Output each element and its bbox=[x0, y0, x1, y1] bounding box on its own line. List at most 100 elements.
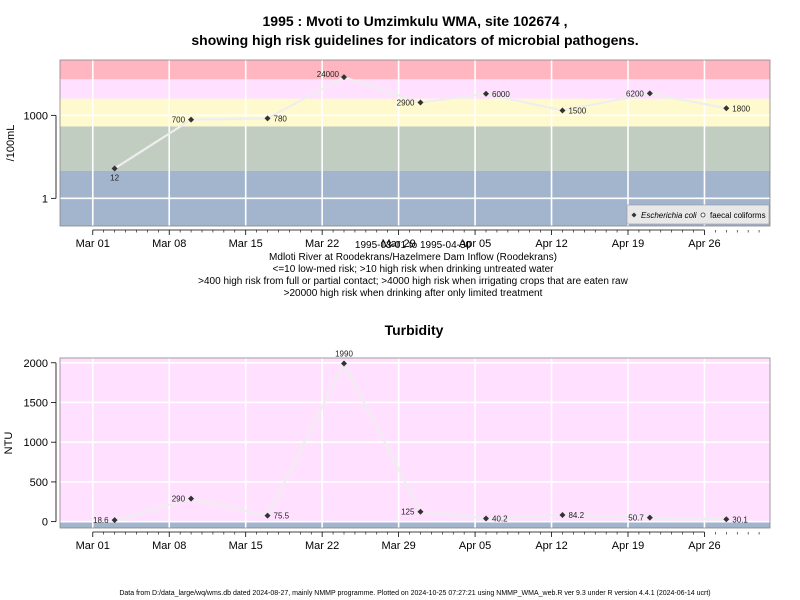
data-point bbox=[264, 512, 271, 519]
data-point bbox=[341, 74, 347, 81]
risk-band bbox=[60, 98, 770, 127]
x-tick-label: Apr 12 bbox=[535, 540, 567, 552]
x-tick-label: Mar 29 bbox=[381, 540, 415, 552]
legend: Escherichia coli faecal coliforms bbox=[626, 204, 770, 225]
data-label: 24000 bbox=[317, 70, 340, 79]
guideline-note-1: <=10 low-med risk; >10 high risk when dr… bbox=[273, 264, 555, 275]
x-tick-label: Mar 08 bbox=[152, 540, 186, 552]
data-label: 6200 bbox=[626, 89, 644, 98]
data-point bbox=[111, 517, 118, 524]
risk-band bbox=[60, 358, 770, 522]
x-tick-label: Apr 26 bbox=[688, 238, 720, 250]
footer-note: Data from D:/data_large/wq/wms.db dated … bbox=[119, 590, 710, 597]
risk-band bbox=[60, 521, 770, 528]
x-tick-label: Apr 05 bbox=[459, 238, 491, 250]
legend-entry-ecoli: Escherichia coli bbox=[641, 211, 697, 220]
grid-lines bbox=[60, 60, 770, 226]
y-axis-label: NTU bbox=[3, 432, 15, 455]
x-tick-label: Mar 15 bbox=[229, 238, 263, 250]
data-label: 1800 bbox=[732, 104, 750, 113]
risk-band bbox=[60, 60, 770, 80]
data-label: 6000 bbox=[492, 90, 510, 99]
y-tick-label: 2000 bbox=[24, 358, 48, 370]
data-point bbox=[111, 165, 118, 172]
data-label: 290 bbox=[172, 495, 186, 504]
data-label: 2900 bbox=[397, 99, 415, 108]
x-tick-label: Mar 01 bbox=[76, 238, 110, 250]
grid-lines bbox=[60, 358, 770, 528]
guideline-note-3: >20000 high risk when drinking after onl… bbox=[284, 288, 543, 299]
x-tick-label: Apr 26 bbox=[688, 540, 720, 552]
legend-entry-faecal: faecal coliforms bbox=[710, 211, 766, 220]
plot-frame bbox=[59, 59, 771, 227]
x-tick-label: Mar 22 bbox=[305, 540, 339, 552]
y-axis: 1 1000 bbox=[24, 110, 57, 205]
data-point bbox=[646, 90, 653, 97]
data-point bbox=[417, 508, 424, 515]
data-label: 700 bbox=[172, 116, 186, 125]
y-tick-label: 500 bbox=[30, 477, 48, 489]
data-label: 780 bbox=[274, 114, 288, 123]
chart-subtitle: showing high risk guidelines for indicat… bbox=[191, 32, 638, 48]
x-tick-label: Apr 19 bbox=[612, 238, 644, 250]
data-point bbox=[188, 116, 195, 123]
guideline-note-2: >400 high risk from full or partial cont… bbox=[198, 276, 628, 287]
data-label: 30.1 bbox=[732, 515, 748, 524]
data-label: 125 bbox=[401, 508, 415, 517]
x-tick-label: Apr 12 bbox=[535, 238, 567, 250]
y-tick-label: 1 bbox=[42, 193, 48, 205]
x-tick-label: Apr 19 bbox=[612, 540, 644, 552]
date-range-note: 1995-03-01 to 1995-04-30 bbox=[355, 240, 472, 251]
y-tick-label: 1000 bbox=[24, 437, 48, 449]
data-label: 1990 bbox=[335, 350, 353, 359]
y-axis: 0 500 1000 1500 2000 bbox=[24, 358, 57, 529]
x-axis: Mar 01 Mar 08 Mar 15 Mar 22 Mar 29 Apr 05 Apr … bbox=[76, 531, 760, 552]
risk-band bbox=[60, 126, 770, 171]
data-point bbox=[559, 107, 566, 114]
data-point bbox=[723, 516, 730, 523]
y-tick-label: 1500 bbox=[24, 397, 48, 409]
plot-frame bbox=[59, 357, 771, 529]
data-labels: 18.6 290 75.5 1990 125 40.2 84.2 50.7 30.1 bbox=[93, 350, 748, 526]
x-axis: Mar 01 Mar 08 Mar 15 Mar 22 Mar 29 Apr 05 Apr … bbox=[76, 229, 760, 250]
data-points bbox=[111, 360, 730, 524]
turbidity-bands bbox=[60, 358, 770, 528]
x-tick-label: Mar 22 bbox=[305, 238, 339, 250]
data-point bbox=[483, 90, 489, 97]
legend-marker-faecal bbox=[700, 212, 706, 218]
data-point bbox=[188, 495, 195, 502]
microbial-panel: 1995 : Mvoti to Umzimkulu WMA, site 1026… bbox=[5, 13, 771, 299]
data-point bbox=[341, 360, 347, 367]
data-label: 84.2 bbox=[568, 511, 584, 520]
x-tick-label: Mar 15 bbox=[229, 540, 263, 552]
risk-bands bbox=[60, 60, 770, 226]
data-label: 1500 bbox=[568, 106, 586, 115]
data-point bbox=[646, 514, 653, 521]
data-label: 75.5 bbox=[274, 512, 290, 521]
y-tick-label: 0 bbox=[42, 517, 48, 529]
x-tick-label: Mar 01 bbox=[76, 540, 110, 552]
data-point bbox=[483, 515, 489, 522]
chart-title: 1995 : Mvoti to Umzimkulu WMA, site 1026… bbox=[263, 13, 568, 29]
x-tick-label: Mar 08 bbox=[152, 238, 186, 250]
data-point bbox=[723, 105, 730, 112]
data-label: 12 bbox=[110, 173, 119, 182]
turbidity-panel: Turbidity 18.6 290 75.5 1990 125 40.2 84.2 50.7… bbox=[3, 322, 771, 552]
data-labels: 12 700 780 24000 2900 6000 1500 6200 1800 bbox=[110, 70, 750, 182]
y-axis-label: /100mL bbox=[5, 125, 17, 162]
chart-notes: 1995-03-01 to 1995-04-30 Mdloti River at… bbox=[198, 240, 628, 299]
data-label: 18.6 bbox=[93, 516, 109, 525]
data-point bbox=[417, 99, 424, 106]
data-point bbox=[264, 115, 271, 122]
data-label: 50.7 bbox=[628, 514, 644, 523]
turbidity-title: Turbidity bbox=[385, 322, 444, 338]
site-name-note: Mdloti River at Roodekrans/Hazelmere Dam… bbox=[269, 252, 557, 263]
risk-band bbox=[60, 79, 770, 99]
legend-marker-ecoli bbox=[631, 212, 637, 218]
x-tick-label: Mar 29 bbox=[381, 238, 415, 250]
data-points bbox=[111, 74, 730, 172]
data-label: 40.2 bbox=[492, 514, 508, 523]
legend-box bbox=[626, 204, 770, 225]
data-point bbox=[559, 511, 566, 518]
